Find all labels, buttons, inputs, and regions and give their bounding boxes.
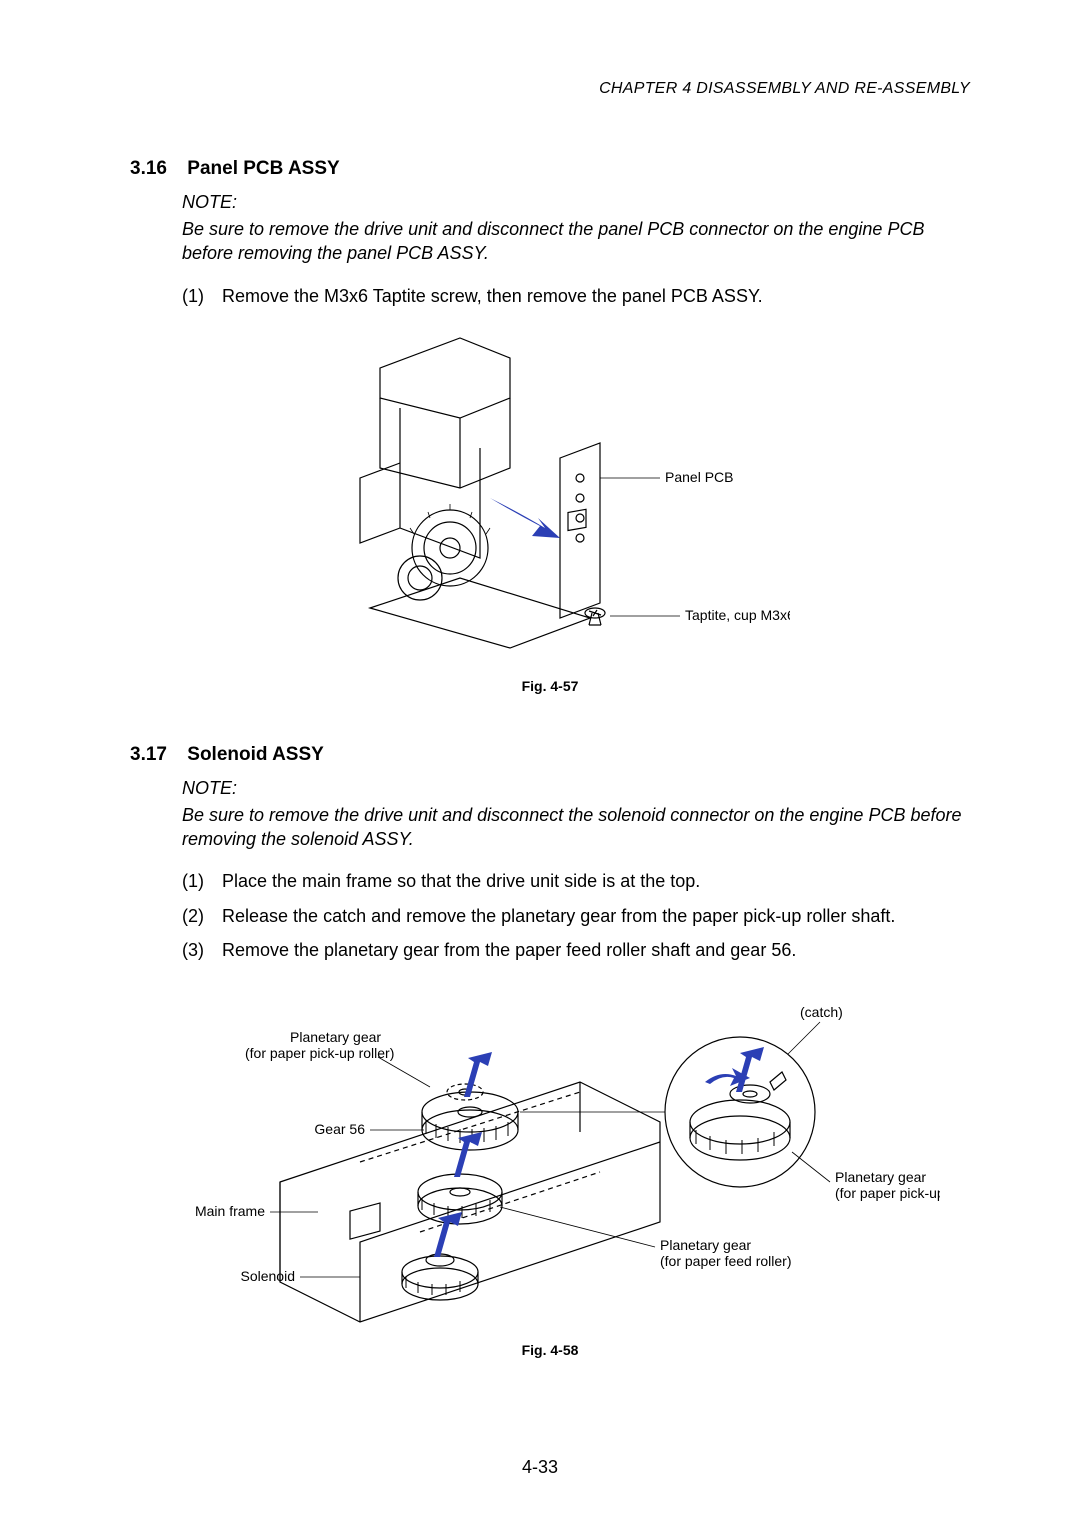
label-gear56: Gear 56 bbox=[314, 1121, 365, 1137]
label-taptite: Taptite, cup M3x6 bbox=[685, 607, 790, 623]
figure-4-58: (catch) Planetary gear (for paper pick-u… bbox=[130, 982, 970, 1358]
note-text-2: Be sure to remove the drive unit and dis… bbox=[182, 803, 970, 852]
chapter-header: CHAPTER 4 DISASSEMBLY AND RE-ASSEMBLY bbox=[130, 80, 970, 98]
label-planetary-pickup-2b: (for paper pick-up roller) bbox=[835, 1185, 940, 1201]
section-title-2: Solenoid ASSY bbox=[187, 744, 324, 765]
step-num: (1) bbox=[182, 284, 222, 308]
label-solenoid: Solenoid bbox=[241, 1268, 296, 1284]
page-number: 4-33 bbox=[0, 1457, 1080, 1478]
fig-caption-1: Fig. 4-57 bbox=[130, 678, 970, 694]
label-catch: (catch) bbox=[800, 1004, 843, 1020]
step-2-2: (2) Release the catch and remove the pla… bbox=[182, 904, 970, 928]
section-panel-pcb: 3.16 Panel PCB ASSY NOTE: Be sure to rem… bbox=[130, 158, 970, 694]
step-num: (3) bbox=[182, 938, 222, 962]
step-text: Release the catch and remove the planeta… bbox=[222, 904, 895, 928]
section-solenoid: 3.17 Solenoid ASSY NOTE: Be sure to remo… bbox=[130, 744, 970, 1358]
label-planetary-feed: Planetary gear bbox=[660, 1237, 751, 1253]
step-text: Remove the planetary gear from the paper… bbox=[222, 938, 796, 962]
label-planetary-pickup-1b: (for paper pick-up roller) bbox=[245, 1045, 394, 1061]
section-title-1: Panel PCB ASSY bbox=[187, 158, 339, 179]
label-planetary-pickup-1: Planetary gear bbox=[290, 1029, 381, 1045]
step-2-3: (3) Remove the planetary gear from the p… bbox=[182, 938, 970, 962]
label-main-frame: Main frame bbox=[195, 1203, 265, 1219]
section-num-1: 3.16 bbox=[130, 158, 182, 180]
fig-4-58-svg: (catch) Planetary gear (for paper pick-u… bbox=[160, 982, 940, 1332]
section-heading-2: 3.17 Solenoid ASSY bbox=[130, 744, 970, 766]
step-num: (1) bbox=[182, 869, 222, 893]
step-2-1: (1) Place the main frame so that the dri… bbox=[182, 869, 970, 893]
label-panel-pcb: Panel PCB bbox=[665, 469, 733, 485]
fig-caption-2: Fig. 4-58 bbox=[130, 1342, 970, 1358]
note-label-2: NOTE: bbox=[182, 778, 970, 799]
step-1-1: (1) Remove the M3x6 Taptite screw, then … bbox=[182, 284, 970, 308]
note-text-1: Be sure to remove the drive unit and dis… bbox=[182, 217, 970, 266]
section-num-2: 3.17 bbox=[130, 744, 182, 766]
section-heading-1: 3.16 Panel PCB ASSY bbox=[130, 158, 970, 180]
step-num: (2) bbox=[182, 904, 222, 928]
step-text: Place the main frame so that the drive u… bbox=[222, 869, 700, 893]
note-label-1: NOTE: bbox=[182, 192, 970, 213]
label-planetary-feed-b: (for paper feed roller) bbox=[660, 1253, 792, 1269]
fig-4-57-svg: Panel PCB Taptite, cup M3x6 bbox=[310, 328, 790, 668]
label-planetary-pickup-2: Planetary gear bbox=[835, 1169, 926, 1185]
page-body: CHAPTER 4 DISASSEMBLY AND RE-ASSEMBLY 3.… bbox=[0, 0, 1080, 1468]
step-text: Remove the M3x6 Taptite screw, then remo… bbox=[222, 284, 763, 308]
figure-4-57: Panel PCB Taptite, cup M3x6 Fig. 4-57 bbox=[130, 328, 970, 694]
